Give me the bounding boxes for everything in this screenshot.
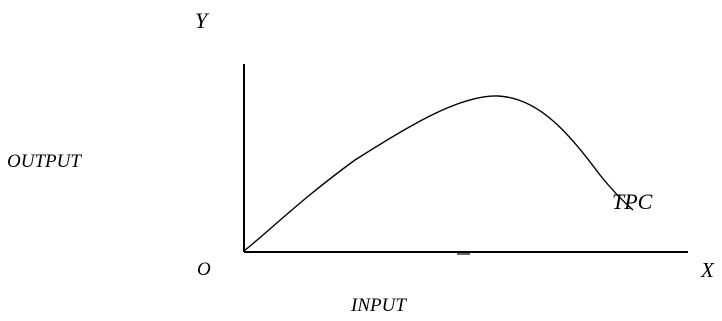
tpc-curve — [243, 95, 634, 252]
curve-label: TPC — [612, 189, 653, 214]
y-axis-title: OUTPUT — [7, 151, 81, 172]
x-axis-title: INPUT — [351, 295, 406, 316]
y-axis-label: Y — [195, 8, 208, 33]
origin-label: O — [197, 259, 211, 280]
x-axis-label: X — [701, 258, 714, 282]
